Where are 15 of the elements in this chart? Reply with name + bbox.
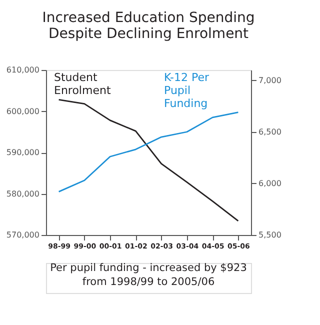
y-tick-label: 580,000 <box>6 189 40 198</box>
y-tick-label: 610,000 <box>6 66 40 74</box>
y2-tick-label: 7,000 <box>258 76 282 85</box>
series-label: Student Enrolment <box>54 71 112 97</box>
y-tick-label: 570,000 <box>6 230 40 240</box>
y-tick-label: 600,000 <box>6 106 40 116</box>
y2-tick-label: 6,000 <box>258 178 282 188</box>
series-label: K-12 Per Pupil Funding <box>164 71 210 110</box>
line-series <box>58 99 239 222</box>
chart-title: Increased Education Spending Despite Declining Enrolment <box>42 10 255 42</box>
text: Per pupil funding - increased by $923 from 1998/99 to 2005/06 <box>50 262 247 288</box>
y2-tick-label: 5,500 <box>258 230 282 240</box>
y2-tick-label: 6,500 <box>258 127 282 136</box>
y-tick-label: 590,000 <box>6 148 40 157</box>
line-series <box>58 112 239 192</box>
